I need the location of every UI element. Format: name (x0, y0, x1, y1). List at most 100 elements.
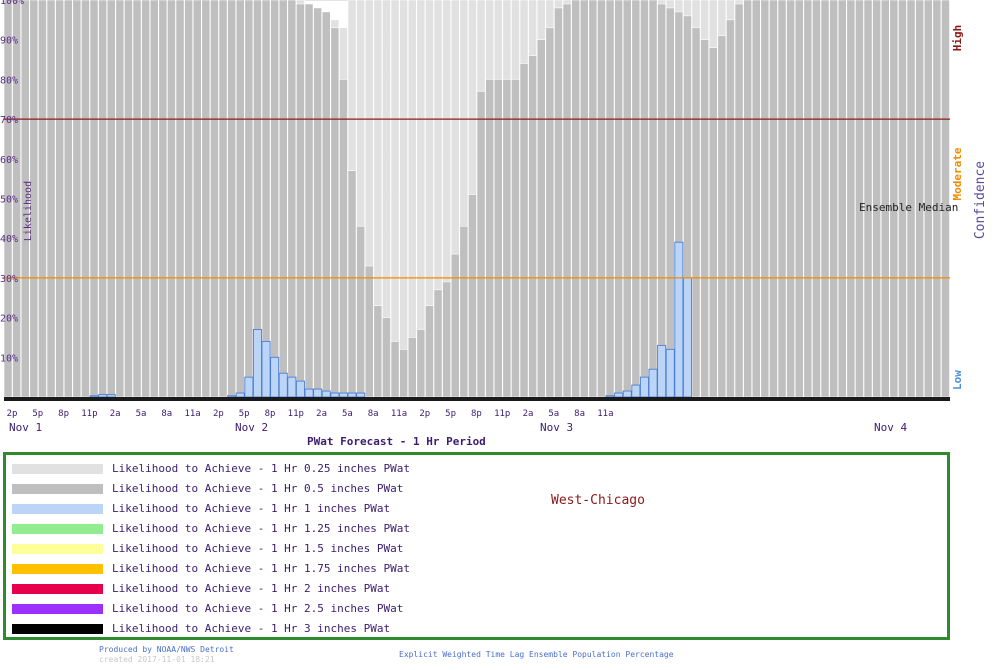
y-tick-label: 10% (0, 353, 18, 364)
bar-series-1 (72, 0, 82, 398)
bar-series-2 (252, 329, 262, 398)
bar-series-1 (63, 0, 73, 398)
day-label: Nov 1 (9, 421, 42, 434)
bar-series-1 (347, 170, 357, 398)
bar-series-2 (674, 241, 684, 398)
legend-swatch (12, 504, 103, 514)
bar-series-1 (846, 0, 856, 398)
bar-series-1 (528, 55, 537, 398)
bar-series-1 (124, 0, 133, 398)
bar-series-1 (321, 11, 331, 398)
bar-series-1 (536, 39, 546, 398)
x-tick-label: 5p (32, 409, 43, 419)
bar-series-2 (682, 277, 692, 398)
bar-series-1 (880, 0, 890, 398)
bar-series-1 (55, 0, 64, 398)
legend-label: Likelihood to Achieve - 1 Hr 0.5 inches … (112, 482, 404, 495)
bar-series-1 (614, 0, 623, 398)
x-tick-label: 8p (265, 409, 276, 419)
y-tick-label: 30% (0, 274, 18, 285)
bar-series-1 (726, 19, 735, 398)
bar-series-2 (631, 384, 641, 398)
bar-series-1 (708, 47, 718, 398)
y-tick-label: 20% (0, 314, 18, 325)
bar-series-1 (605, 0, 615, 398)
bar-series-2 (639, 376, 649, 398)
bar-series-1 (313, 7, 323, 398)
bar-series-1 (640, 0, 649, 398)
x-tick-label: 5p (445, 409, 456, 419)
y-tick-label: 50% (0, 195, 18, 206)
legend-swatch (12, 484, 103, 494)
bar-series-1 (261, 0, 271, 398)
confidence-low-label: Low (951, 370, 964, 390)
bar-series-1 (167, 0, 176, 398)
x-tick-label: 2a (523, 409, 534, 419)
x-tick-label: 8a (574, 409, 585, 419)
bars (3, 0, 950, 398)
x-axis-strip (4, 397, 950, 401)
bar-series-1 (941, 0, 950, 398)
y-tick-label: 70% (0, 115, 18, 126)
bar-series-1 (717, 35, 727, 398)
x-tick-label: 11a (391, 409, 407, 419)
bar-series-2 (622, 390, 632, 398)
bar-series-1 (837, 0, 847, 398)
x-tick-label: 2p (213, 409, 224, 419)
bar-series-1 (622, 0, 632, 398)
bar-series-1 (218, 0, 228, 398)
x-tick-label: 2a (316, 409, 327, 419)
bar-series-0 (399, 0, 409, 398)
day-labels: Nov 1 Nov 2 Nov 3 Nov 4 (9, 421, 907, 434)
bar-series-1 (751, 0, 761, 398)
bar-series-1 (270, 0, 280, 398)
bar-series-1 (38, 0, 47, 398)
bar-series-0 (390, 0, 400, 398)
footer-method: Explicit Weighted Time Lag Ensemble Popu… (399, 650, 674, 659)
bar-series-1 (81, 0, 90, 398)
bar-series-1 (459, 225, 469, 398)
bar-series-1 (743, 0, 752, 398)
bar-series-2 (106, 394, 116, 398)
bar-series-2 (278, 372, 288, 398)
bar-series-1 (287, 0, 297, 398)
bar-series-2 (304, 388, 314, 398)
legend-swatch (12, 564, 103, 574)
bar-series-1 (545, 27, 555, 398)
bar-series-2 (321, 390, 331, 398)
bar-series-1 (407, 337, 417, 398)
bar-series-1 (201, 0, 211, 398)
x-tick-label: 11p (288, 409, 304, 419)
bar-series-1 (519, 63, 529, 398)
bar-series-1 (923, 0, 933, 398)
x-tick-label: 8a (368, 409, 379, 419)
bar-series-2 (227, 395, 237, 398)
bar-series-1 (700, 39, 709, 398)
y-tick-label: 80% (0, 75, 18, 86)
x-tick-label: 11p (494, 409, 510, 419)
bar-series-1 (760, 0, 770, 398)
legend-label: Likelihood to Achieve - 1 Hr 0.25 inches… (112, 462, 411, 475)
bar-series-2 (244, 376, 254, 398)
bar-series-1 (89, 0, 99, 398)
bar-series-1 (872, 0, 881, 398)
y-axis-label: Likelihood (23, 181, 34, 241)
bar-series-1 (502, 79, 512, 398)
bar-series-1 (390, 341, 400, 398)
x-tick-label: 2p (419, 409, 430, 419)
y-tick-labels: 10% 20% 30% 40% 50% 60% 70% 80% 90% 100% (0, 0, 24, 364)
ensemble-median-annotation: Ensemble Median (859, 201, 958, 214)
bar-series-1 (485, 79, 495, 398)
confidence-moderate-label: Moderate (951, 147, 964, 200)
bar-series-1 (98, 0, 107, 398)
bar-series-1 (175, 0, 185, 398)
bar-series-1 (416, 329, 426, 398)
bar-series-1 (906, 0, 916, 398)
chart-title: PWat Forecast - 1 Hr Period (307, 435, 486, 448)
bar-series-1 (665, 7, 675, 398)
legend-label: Likelihood to Achieve - 1 Hr 1.25 inches… (112, 522, 411, 535)
bar-series-1 (588, 0, 598, 398)
legend-swatch (12, 584, 103, 594)
legend-label: Likelihood to Achieve - 1 Hr 2.5 inches … (112, 602, 404, 615)
bar-series-1 (820, 0, 830, 398)
